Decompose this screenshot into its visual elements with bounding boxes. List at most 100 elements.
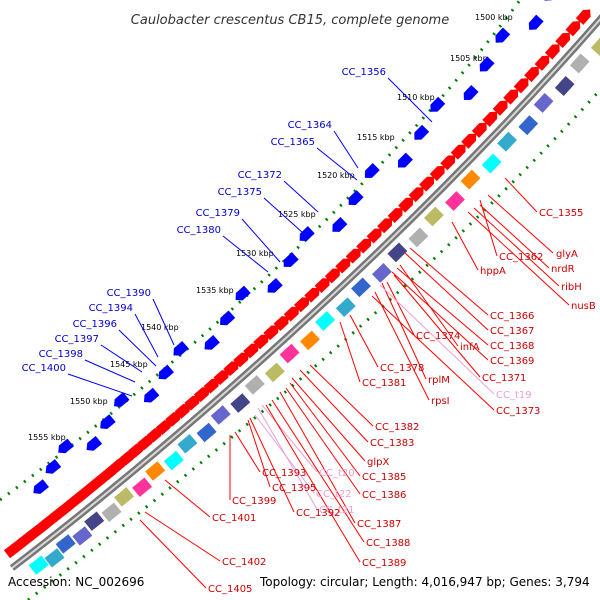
gene-arrow-reverse[interactable] bbox=[264, 277, 283, 296]
gene-box[interactable] bbox=[132, 477, 153, 497]
gene-box[interactable] bbox=[300, 330, 320, 351]
gene-label[interactable]: CC_1390 bbox=[107, 288, 151, 299]
gene-label[interactable]: rplM bbox=[428, 375, 450, 386]
gene-label[interactable]: CC_1401 bbox=[212, 513, 256, 524]
gene-arrow[interactable] bbox=[513, 75, 532, 94]
gene-arrow[interactable] bbox=[184, 392, 203, 411]
gene-arrow[interactable] bbox=[263, 322, 282, 341]
gene-label[interactable]: CC_1385 bbox=[362, 472, 406, 483]
gene-label[interactable]: CC_1369 bbox=[490, 356, 534, 367]
gene-arrow[interactable] bbox=[335, 255, 353, 274]
gene-arrow-reverse[interactable] bbox=[345, 190, 364, 208]
gene-arrow-reverse[interactable] bbox=[155, 364, 174, 383]
gene-arrow[interactable] bbox=[253, 331, 272, 350]
gene-arrow[interactable] bbox=[398, 194, 416, 213]
gene-arrow-reverse[interactable] bbox=[217, 310, 236, 329]
gene-arrow-reverse[interactable] bbox=[541, 0, 559, 4]
gene-arrow-reverse[interactable] bbox=[411, 124, 430, 143]
gene-box[interactable] bbox=[264, 362, 285, 383]
gene-box[interactable] bbox=[177, 433, 198, 454]
gene-arrow[interactable] bbox=[273, 313, 293, 332]
gene-arrow[interactable] bbox=[440, 152, 458, 171]
gene-arrow-reverse[interactable] bbox=[170, 341, 189, 359]
gene-arrow[interactable] bbox=[429, 163, 448, 181]
gene-box[interactable] bbox=[408, 227, 429, 248]
gene-label[interactable]: CC_1397 bbox=[55, 334, 99, 345]
gene-arrow-reverse[interactable] bbox=[280, 252, 299, 270]
gene-label[interactable]: CC_1396 bbox=[73, 319, 117, 330]
gene-arrow-reverse[interactable] bbox=[361, 163, 380, 181]
gene-label[interactable]: CC_1387 bbox=[357, 519, 401, 530]
gene-arrow-reverse[interactable] bbox=[525, 14, 544, 34]
gene-arrow[interactable] bbox=[174, 401, 194, 419]
gene-arrow-reverse[interactable] bbox=[296, 226, 315, 244]
gene-label[interactable]: CC_1402 bbox=[222, 557, 266, 568]
gene-label[interactable]: CC_1378 bbox=[380, 363, 424, 374]
gene-arrow-reverse[interactable] bbox=[111, 392, 130, 410]
gene-label[interactable]: CC_1388 bbox=[366, 538, 410, 549]
gene-label[interactable]: CC_1373 bbox=[496, 406, 540, 417]
gene-label[interactable]: CC_1380 bbox=[177, 225, 221, 236]
gene-arrow-reverse[interactable] bbox=[329, 217, 348, 235]
gene-arrow[interactable] bbox=[110, 455, 129, 474]
gene-box[interactable] bbox=[460, 169, 481, 190]
gene-arrow[interactable] bbox=[575, 6, 594, 25]
gene-label[interactable]: CC_1371 bbox=[482, 373, 526, 384]
gene-label[interactable]: hppA bbox=[480, 266, 506, 277]
gene-arrow[interactable] bbox=[471, 119, 490, 138]
gene-arrow[interactable] bbox=[293, 294, 313, 313]
gene-label[interactable]: CC_1389 bbox=[362, 558, 406, 569]
gene-label[interactable]: CC_1405 bbox=[208, 584, 252, 595]
gene-arrow[interactable] bbox=[128, 440, 147, 459]
gene-arrow-reverse[interactable] bbox=[97, 414, 116, 432]
gene-box[interactable] bbox=[554, 76, 575, 96]
gene-box[interactable] bbox=[445, 191, 465, 211]
gene-box[interactable] bbox=[163, 450, 184, 471]
gene-arrow-reverse[interactable] bbox=[427, 96, 446, 115]
gene-label[interactable]: CC_1382 bbox=[375, 422, 419, 433]
gene-box[interactable] bbox=[101, 502, 122, 523]
gene-box[interactable] bbox=[569, 53, 590, 74]
gene-label[interactable]: CC_1368 bbox=[490, 341, 534, 352]
gene-arrow[interactable] bbox=[565, 18, 584, 37]
gene-arrow-reverse[interactable] bbox=[201, 335, 220, 353]
gene-label[interactable]: CC_1400 bbox=[22, 363, 66, 374]
gene-label[interactable]: glyA bbox=[556, 249, 578, 260]
gene-box[interactable] bbox=[196, 422, 217, 443]
gene-label[interactable]: CC_1372 bbox=[238, 170, 282, 181]
gene-arrow[interactable] bbox=[356, 235, 374, 254]
gene-label[interactable]: CC_1395 bbox=[272, 483, 316, 494]
gene-label[interactable]: CC_1393 bbox=[262, 468, 306, 479]
gene-arrow[interactable] bbox=[482, 108, 500, 127]
gene-box[interactable] bbox=[244, 375, 265, 395]
gene-box[interactable] bbox=[497, 131, 517, 152]
gene-box[interactable] bbox=[279, 343, 300, 364]
gene-arrow[interactable] bbox=[544, 41, 563, 60]
gene-label[interactable]: CC_1381 bbox=[362, 378, 406, 389]
gene-label[interactable]: CC_1394 bbox=[89, 303, 133, 314]
gene-arrow[interactable] bbox=[146, 425, 165, 443]
gene-arrow[interactable] bbox=[419, 173, 437, 192]
gene-arrow[interactable] bbox=[314, 275, 334, 294]
gene-arrow[interactable] bbox=[387, 205, 406, 223]
gene-box[interactable] bbox=[423, 206, 444, 227]
gene-box[interactable] bbox=[210, 405, 231, 425]
gene-box[interactable] bbox=[351, 277, 371, 298]
gene-label[interactable]: CC_1375 bbox=[218, 187, 262, 198]
gene-label[interactable]: nrdR bbox=[551, 264, 575, 275]
gene-arrow[interactable] bbox=[366, 225, 385, 244]
gene-label[interactable]: CC_1365 bbox=[271, 137, 315, 148]
gene-arrow[interactable] bbox=[92, 470, 111, 488]
gene-label[interactable]: rpsI bbox=[431, 396, 450, 407]
gene-arrow[interactable] bbox=[101, 463, 120, 481]
gene-arrow-reverse[interactable] bbox=[232, 285, 251, 304]
rna-label[interactable]: CC_t19 bbox=[496, 390, 532, 401]
gene-label[interactable]: CC_1398 bbox=[39, 349, 83, 360]
gene-arrow[interactable] bbox=[534, 52, 553, 71]
gene-arrow[interactable] bbox=[503, 86, 521, 105]
gene-label[interactable]: CC_1392 bbox=[296, 508, 340, 519]
rna-label[interactable]: CC_t21 bbox=[319, 505, 355, 516]
gene-arrow-reverse[interactable] bbox=[460, 84, 479, 103]
gene-label[interactable]: nusB bbox=[571, 301, 596, 312]
gene-box[interactable] bbox=[84, 511, 105, 531]
